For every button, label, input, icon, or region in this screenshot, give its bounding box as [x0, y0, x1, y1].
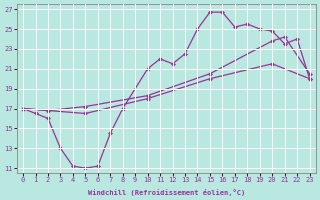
X-axis label: Windchill (Refroidissement éolien,°C): Windchill (Refroidissement éolien,°C)	[88, 189, 245, 196]
